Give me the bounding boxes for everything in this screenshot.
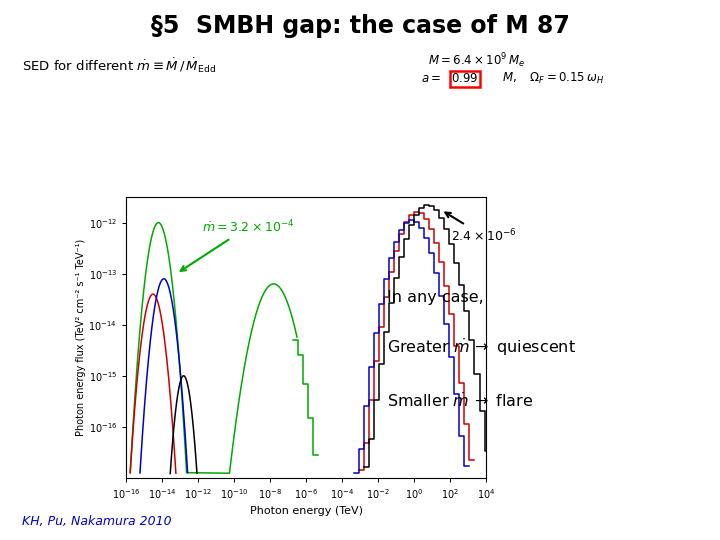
Text: §5  SMBH gap: the case of M 87: §5 SMBH gap: the case of M 87 <box>150 14 570 37</box>
Text: Greater $\dot{m}\,\to$ quiescent: Greater $\dot{m}\,\to$ quiescent <box>387 338 576 359</box>
Text: In any case,: In any case, <box>387 289 484 305</box>
Text: $\dot{m} = 3.2\times10^{-4}$: $\dot{m} = 3.2\times10^{-4}$ <box>181 219 294 271</box>
Y-axis label: Photon energy flux (TeV² cm⁻² s⁻¹ TeV⁻¹): Photon energy flux (TeV² cm⁻² s⁻¹ TeV⁻¹) <box>76 239 86 436</box>
Text: $M,\quad\Omega_F=0.15\,\omega_H$: $M,\quad\Omega_F=0.15\,\omega_H$ <box>502 71 604 86</box>
Text: SED for different $\dot{m} \equiv \dot{M}\,/\,\dot{M}_{\rm Edd}$: SED for different $\dot{m} \equiv \dot{M… <box>22 57 216 76</box>
Text: Smaller $\dot{m}\,\to$ flare: Smaller $\dot{m}\,\to$ flare <box>387 392 534 410</box>
X-axis label: Photon energy (TeV): Photon energy (TeV) <box>250 507 362 516</box>
Text: $0.99$: $0.99$ <box>451 72 479 85</box>
Text: $a=$: $a=$ <box>421 72 441 85</box>
Text: $M = 6.4\times10^9\,M_e$: $M = 6.4\times10^9\,M_e$ <box>428 51 526 70</box>
Text: $2.4\times10^{-6}$: $2.4\times10^{-6}$ <box>446 213 516 244</box>
Text: KH, Pu, Nakamura 2010: KH, Pu, Nakamura 2010 <box>22 515 171 528</box>
